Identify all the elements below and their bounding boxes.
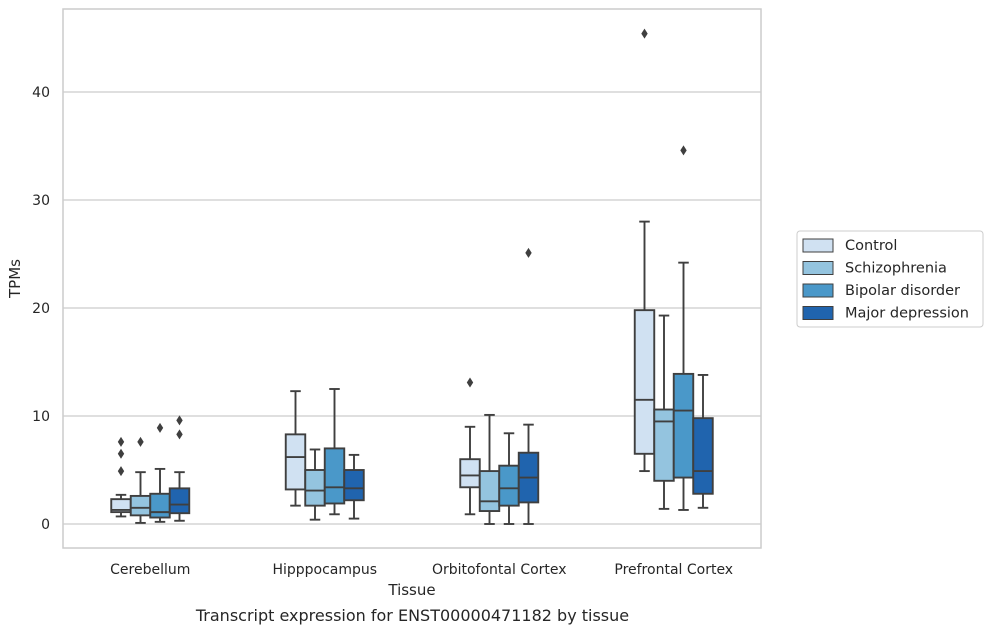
plot-frame [62,8,762,549]
box-cerebellum-control [110,436,132,518]
box-prefrontal-cortex-schizophrenia [653,314,675,510]
box-iqr [168,487,191,515]
legend-frame [796,230,984,328]
legend-swatch [802,261,834,275]
legend-swatch [802,238,834,253]
box-cerebellum-bipolar-disorder [149,422,171,523]
box-hipppocampus-major-depression [343,453,365,520]
y-tick-label: 10 [32,409,50,425]
outlier-point [641,28,648,39]
legend-swatch [802,306,834,320]
x-tick-label: Cerebellum [110,562,190,578]
box-hipppocampus-schizophrenia [304,448,326,521]
outlier-point [176,415,183,426]
box-prefrontal-cortex-control [633,28,656,473]
box-iqr [498,464,520,507]
y-tick-label: 30 [32,193,50,209]
box-iqr [633,309,656,455]
x-tick-label: Hipppocampus [272,562,377,578]
legend-swatch [802,283,834,298]
legend-label: Bipolar disorder [845,283,960,299]
box-groups [110,28,714,525]
box-iqr [478,470,501,512]
y-axis-label: TPMs [6,259,24,299]
legend: Control Schizophrenia Bipolar disorder Majo… [796,230,984,328]
outlier-point [117,436,125,447]
box-prefrontal-cortex-major-depression [692,374,714,509]
outlier-point [525,247,532,258]
box-iqr [129,494,152,517]
box-iqr [323,447,346,505]
legend-label: Major depression [845,306,969,322]
box-iqr [692,417,714,495]
legend-label: Schizophrenia [845,261,947,277]
box-cerebellum-schizophrenia [129,436,152,524]
box-iqr [149,492,171,519]
y-tick-labels: 0 10 20 30 40 [32,85,50,533]
outlier-point [156,422,164,433]
x-tick-labels: Cerebellum Hipppocampus Orbitofontal Corte… [110,562,733,578]
box-iqr [459,458,481,489]
box-orbitofontal-cortex-bipolar-disorder [498,432,520,525]
box-iqr [672,372,695,479]
box-iqr [343,469,365,502]
box-orbitofontal-cortex-schizophrenia [478,413,501,525]
y-tick-label: 40 [32,85,50,101]
x-axis-label: Tissue [387,581,435,599]
outlier-point [137,436,144,447]
y-tick-label: 20 [32,301,50,317]
box-orbitofontal-cortex-major-depression [517,247,540,525]
outlier-point [680,145,687,156]
x-tick-label: Orbitofontal Cortex [432,562,567,578]
box-cerebellum-major-depression [168,415,191,522]
legend-label: Control [845,238,897,254]
outlier-point [176,429,183,440]
y-tick-label: 0 [41,517,50,533]
box-hipppocampus-bipolar-disorder [323,388,346,516]
outlier-point [117,466,125,477]
box-iqr [653,408,675,482]
outlier-point [117,448,125,459]
outlier-point [466,377,474,388]
box-hipppocampus-control [284,390,307,507]
x-tick-label: Prefrontal Cortex [614,562,733,578]
box-iqr [284,433,307,491]
box-prefrontal-cortex-bipolar-disorder [672,145,695,511]
chart-caption: Transcript expression for ENST0000047118… [195,606,629,625]
box-orbitofontal-cortex-control [459,377,481,516]
box-iqr [304,469,326,507]
